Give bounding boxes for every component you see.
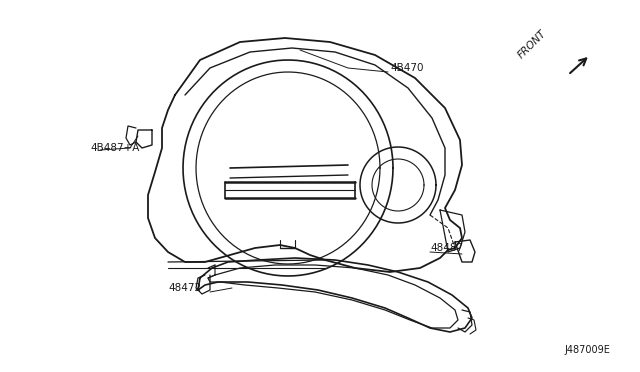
Text: FRONT: FRONT — [516, 28, 548, 60]
Text: 4B470: 4B470 — [390, 63, 424, 73]
Text: J487009E: J487009E — [564, 345, 610, 355]
Text: 48487: 48487 — [430, 243, 463, 253]
Text: 48472: 48472 — [168, 283, 201, 293]
Text: 4B487+A: 4B487+A — [90, 143, 140, 153]
